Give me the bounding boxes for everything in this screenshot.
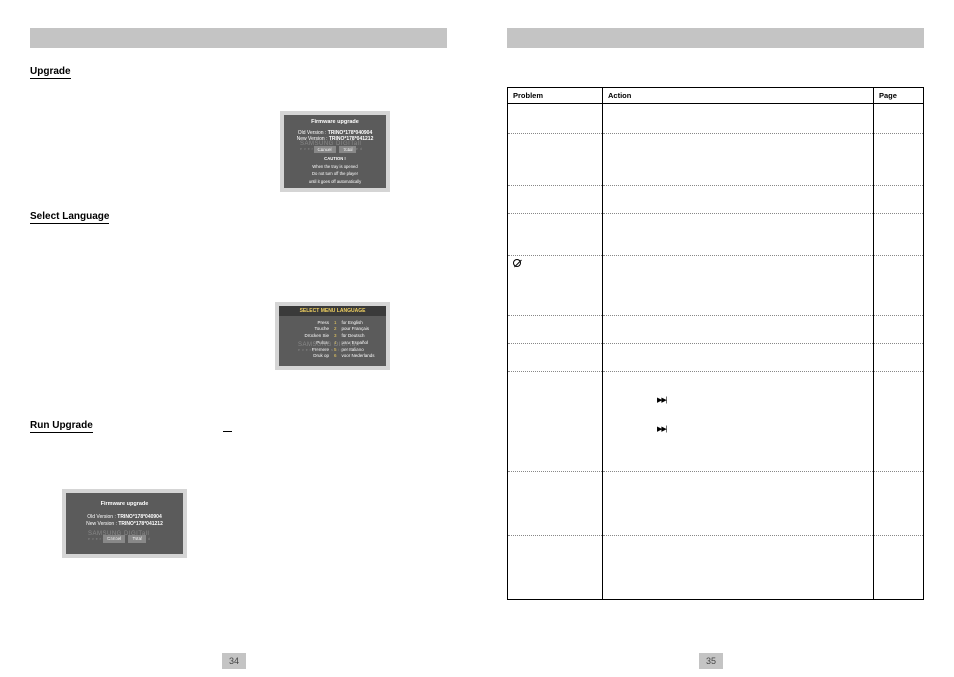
- table-row: xxx: [508, 472, 924, 536]
- firmware-dialog-1: Firmware upgrade Old Version : TRINO*178…: [280, 111, 390, 192]
- watermark-2: SAMSUNG DIGITall everyone's invited: [298, 342, 362, 352]
- watermark-1: SAMSUNG DIGITall everyone's invited: [300, 141, 364, 151]
- col-page: Page: [874, 88, 924, 104]
- right-page: placeholder intro Problem Action Page xx…: [477, 0, 954, 677]
- lang-rows: Press 1 for English Touche 2 pour França…: [279, 320, 386, 361]
- dialog2-new-label: New Version :: [86, 521, 117, 527]
- watermark-3-sub: everyone's invited: [88, 537, 152, 541]
- left-header-bar: [30, 28, 447, 48]
- table-row: xxx: [508, 214, 924, 256]
- col-action: Action: [603, 88, 874, 104]
- dialog2-new-val: TRINO*178*041212: [118, 521, 162, 527]
- section-upgrade: Upgrade placeholder placeholder placehol…: [30, 66, 447, 201]
- dialog1-foot3: until it goes off automatically: [287, 179, 383, 184]
- lang-row-6[interactable]: Druk op 6 voor Nederlands: [291, 353, 374, 360]
- skip-cell: line line line xxxxxxxxxxxxxx▶▶| line li…: [603, 372, 874, 472]
- table-body: xxx xxx xxx xxx xx xxx xxx x line line l…: [508, 104, 924, 600]
- lang-row-3[interactable]: Drücken Sie 3 für Deutsch: [291, 333, 374, 340]
- dialog1-foot2: Do not turn off the player: [287, 171, 383, 176]
- language-heading: Select Language: [30, 211, 109, 224]
- section-run: Run Upgrade placeholder placeholder plac…: [30, 420, 447, 585]
- run-heading: Run Upgrade: [30, 420, 93, 433]
- dialog1-caution: CAUTION !: [287, 156, 383, 161]
- table-row: xxx: [508, 186, 924, 214]
- dialog1-old-label: Old Version :: [298, 130, 327, 136]
- section-language: Select Language placeholder placeholder …: [30, 211, 447, 391]
- watermark-2-main: SAMSUNG DIGITall: [298, 342, 359, 348]
- prohibit-cell: [508, 256, 603, 316]
- dialog1-foot1: When the tray is opened: [287, 164, 383, 169]
- table-row: xxx: [508, 344, 924, 372]
- dialog2-title: Firmware upgrade: [71, 501, 178, 508]
- table-row: xxx: [508, 134, 924, 186]
- lang-dialog-title: SELECT MENU LANGUAGE: [279, 306, 386, 316]
- table-row: x line line line xxxxxxxxxxxxxx▶▶| line …: [508, 372, 924, 472]
- upgrade-heading: Upgrade: [30, 66, 71, 79]
- dialog1-old-val: TRINO*178*040904: [328, 130, 372, 136]
- skip-fwd-icon-2: ▶▶|: [657, 425, 667, 433]
- table-header-row: Problem Action Page: [508, 88, 924, 104]
- firmware-dialog-2: Firmware upgrade Old Version : TRINO*178…: [62, 489, 187, 558]
- dialog2-old-label: Old Version :: [87, 514, 116, 520]
- right-page-number: 35: [699, 653, 723, 669]
- col-problem: Problem: [508, 88, 603, 104]
- page-spread: Upgrade placeholder placeholder placehol…: [0, 0, 954, 677]
- lang-row-2[interactable]: Touche 2 pour Français: [291, 326, 374, 333]
- dialog2-old-val: TRINO*178*040904: [117, 514, 161, 520]
- watermark-3: SAMSUNG DIGITall everyone's invited: [88, 531, 152, 541]
- watermark-1-sub: everyone's invited: [300, 147, 364, 151]
- table-row: xx: [508, 256, 924, 316]
- left-page: Upgrade placeholder placeholder placehol…: [0, 0, 477, 677]
- prohibit-icon: [513, 259, 521, 267]
- table-row: xxx: [508, 536, 924, 600]
- table-row: xxx: [508, 104, 924, 134]
- dialog1-title: Firmware upgrade: [287, 119, 383, 126]
- skip-fwd-icon-1: ▶▶|: [657, 396, 667, 404]
- right-header-bar: [507, 28, 924, 48]
- troubleshoot-table: Problem Action Page xxx xxx xxx xxx xx x…: [507, 87, 924, 600]
- lang-row-1[interactable]: Press 1 for English: [291, 320, 374, 327]
- language-dialog: SELECT MENU LANGUAGE Press 1 for English…: [275, 302, 390, 371]
- table-row: xxx: [508, 316, 924, 344]
- watermark-2-sub: everyone's invited: [298, 348, 362, 352]
- left-page-number: 34: [222, 653, 246, 669]
